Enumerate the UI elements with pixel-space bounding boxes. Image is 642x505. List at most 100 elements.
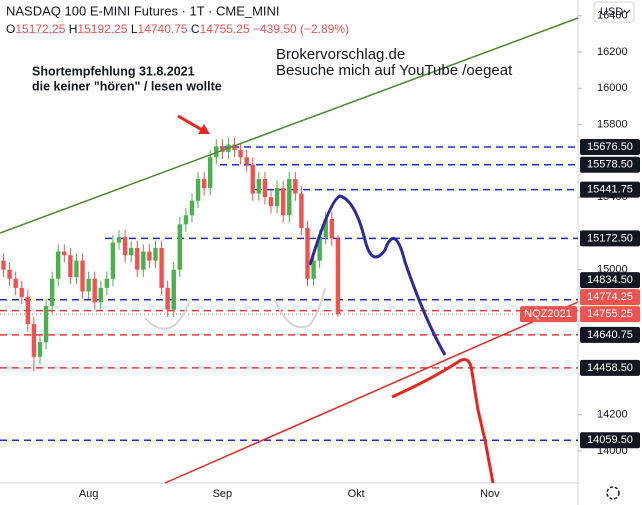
candle-body [189,200,195,216]
candle-body [250,164,255,194]
price-label: 14059.50 [587,434,633,446]
candle-body [183,215,189,225]
candle-body [25,296,31,325]
x-tick-label: Sep [213,488,233,500]
price-label: 14755.25 [587,308,633,320]
candle-body [110,242,116,279]
candle-body [43,305,49,343]
ohlc-value: 15172.25 [15,22,65,36]
y-tick-label: 16400 [597,10,628,22]
dropdown-icon [623,9,631,14]
price-label: 14834.50 [587,274,633,286]
candle-body [49,278,55,306]
price-label: 15441.75 [587,183,633,195]
ohlc-key: O [6,22,15,36]
candle-body [153,247,158,261]
price-label: 15578.50 [587,159,633,171]
candle-body [86,278,91,292]
currency-button[interactable] [593,1,635,23]
candle-body [305,227,310,279]
candle-body [287,179,292,216]
price-label: 14458.50 [587,362,633,374]
symbol-tag: NQZ2021 [524,308,572,320]
candle-body [31,324,37,357]
ohlc-key: C [191,22,200,36]
price-label-box [580,326,640,343]
symbol-tag-box [520,306,577,323]
candle-body [19,287,24,297]
candle-body [299,193,304,228]
y-tick-label: 16000 [597,82,628,94]
candle-body [80,260,85,292]
candle-body [1,260,6,270]
candle-body [323,218,328,238]
x-tick-label: Okt [348,488,365,500]
y-tick-label: 16200 [597,46,628,58]
candle-body [311,260,316,279]
candle-body [293,179,298,194]
candle-body [128,247,134,256]
candle-body [141,251,146,270]
candle-body [68,255,73,277]
arrow-head [198,124,210,134]
ohlc-value: 14755.25 [200,22,250,36]
red-projection [391,358,495,484]
price-label-box [580,230,640,247]
price-label: 15676.50 [587,141,633,153]
price-label-box [580,289,640,306]
annotation: Shortempfehlung 31.8.2021 [32,64,195,78]
candle-body [62,251,67,256]
ohlc-key: H [69,22,78,36]
blue-projection [308,194,447,356]
currency[interactable]: USD [600,6,623,18]
price-label: 14774.25 [587,291,633,303]
price-label-box [580,432,640,449]
candle-body [256,179,262,194]
ohlc-legend: O15172.25 H15192.25 L14740.75 C14755.25 … [6,22,349,36]
price-label: 15172.50 [587,232,633,244]
ohlc-text: O15172.25 H15192.25 L14740.75 C14755.25 … [6,22,349,36]
candle-body [280,188,286,216]
candle-body [232,144,237,150]
candle-body [7,269,12,279]
candle-body [195,179,201,201]
candle-body [116,237,122,243]
price-label-box [580,359,640,376]
y-tick-label: 14200 [597,409,628,421]
settings-icon[interactable] [606,486,620,500]
levels [0,146,578,442]
candle-body [262,179,268,198]
candle-body [104,278,110,288]
price-label-box [580,156,640,173]
candle-body [238,149,243,158]
candle-body [98,287,103,303]
price-label: 14640.75 [587,329,633,341]
x-tick-label: Nov [480,488,500,500]
ohlc-key: L [131,22,138,36]
price-label-box [580,272,640,289]
candle-body [159,247,164,288]
candle-body [122,237,128,256]
annotation: Besuche mich auf YouTube /oegeat [276,62,513,79]
x-tick-label: Aug [79,488,99,500]
candle-body [37,342,43,357]
price-label-box [580,181,640,198]
candle-body [268,197,274,207]
candle-body [177,224,183,270]
arrow [177,114,205,133]
price-label-box [580,139,640,156]
candle-body [244,157,249,165]
ohlc-value: 14740.75 [138,22,188,36]
candle-body [317,237,322,261]
candle-body [201,179,207,189]
annotation: Brokervorschlag.de [276,46,405,63]
chart-title: NASDAQ 100 E-MINI Futures · 1T · CME_MIN… [6,3,280,18]
candle-body [165,287,170,310]
candle-body [92,278,97,303]
ohlc-change: −439.50 (−2.89%) [253,22,349,36]
candle-body [147,251,152,261]
ohlc-value: 15192.25 [77,22,127,36]
candle-body [74,260,79,277]
candle-body [329,218,335,239]
